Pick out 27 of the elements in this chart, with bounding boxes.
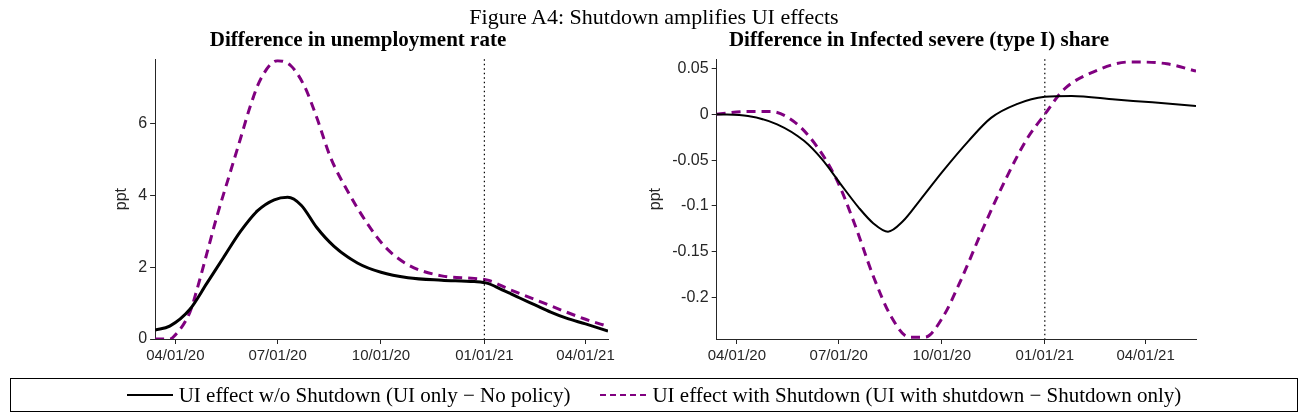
x-tick-label: 04/01/21 xyxy=(1116,346,1175,364)
y-tick-label: 4 xyxy=(138,185,148,203)
x-tick-label: 10/01/20 xyxy=(912,346,971,364)
x-tick-label: 04/01/20 xyxy=(707,346,767,364)
y-tick-label: 2 xyxy=(138,257,148,275)
x-tick-label: 10/01/20 xyxy=(351,346,411,364)
x-tick-label: 07/01/20 xyxy=(248,346,307,364)
y-axis-title: ppt xyxy=(112,187,130,211)
y-tick-label: 0 xyxy=(699,104,709,122)
x-tick-label: 04/01/21 xyxy=(556,346,615,364)
caption: Figure A4: Shutdown amplifies UI effects xyxy=(468,4,840,30)
y-tick-label: -0.05 xyxy=(672,150,709,168)
chart-title: Difference in Infected severe (type I) share xyxy=(728,27,1110,52)
x-tick-label: 01/01/21 xyxy=(1015,346,1074,364)
line-series xyxy=(716,60,1196,339)
legend-label: UI effect with Shutdown (UI with shutdown − Shutdown only) xyxy=(652,382,1182,408)
legend-label: UI effect w/o Shutdown (UI only − No policy) xyxy=(178,382,571,408)
y-tick-label: -0.2 xyxy=(681,288,709,306)
y-axis-title: ppt xyxy=(646,187,664,211)
y-tick-label: 6 xyxy=(138,114,148,132)
y-tick-label: -0.1 xyxy=(681,196,709,214)
y-tick-label: 0.05 xyxy=(677,58,709,76)
x-tick-label: 07/01/20 xyxy=(809,346,868,364)
x-tick-label: 04/01/20 xyxy=(146,346,205,364)
x-tick-label: 01/01/21 xyxy=(455,346,514,364)
y-tick-label: -0.15 xyxy=(672,242,709,260)
y-tick-label: 0 xyxy=(138,329,148,347)
